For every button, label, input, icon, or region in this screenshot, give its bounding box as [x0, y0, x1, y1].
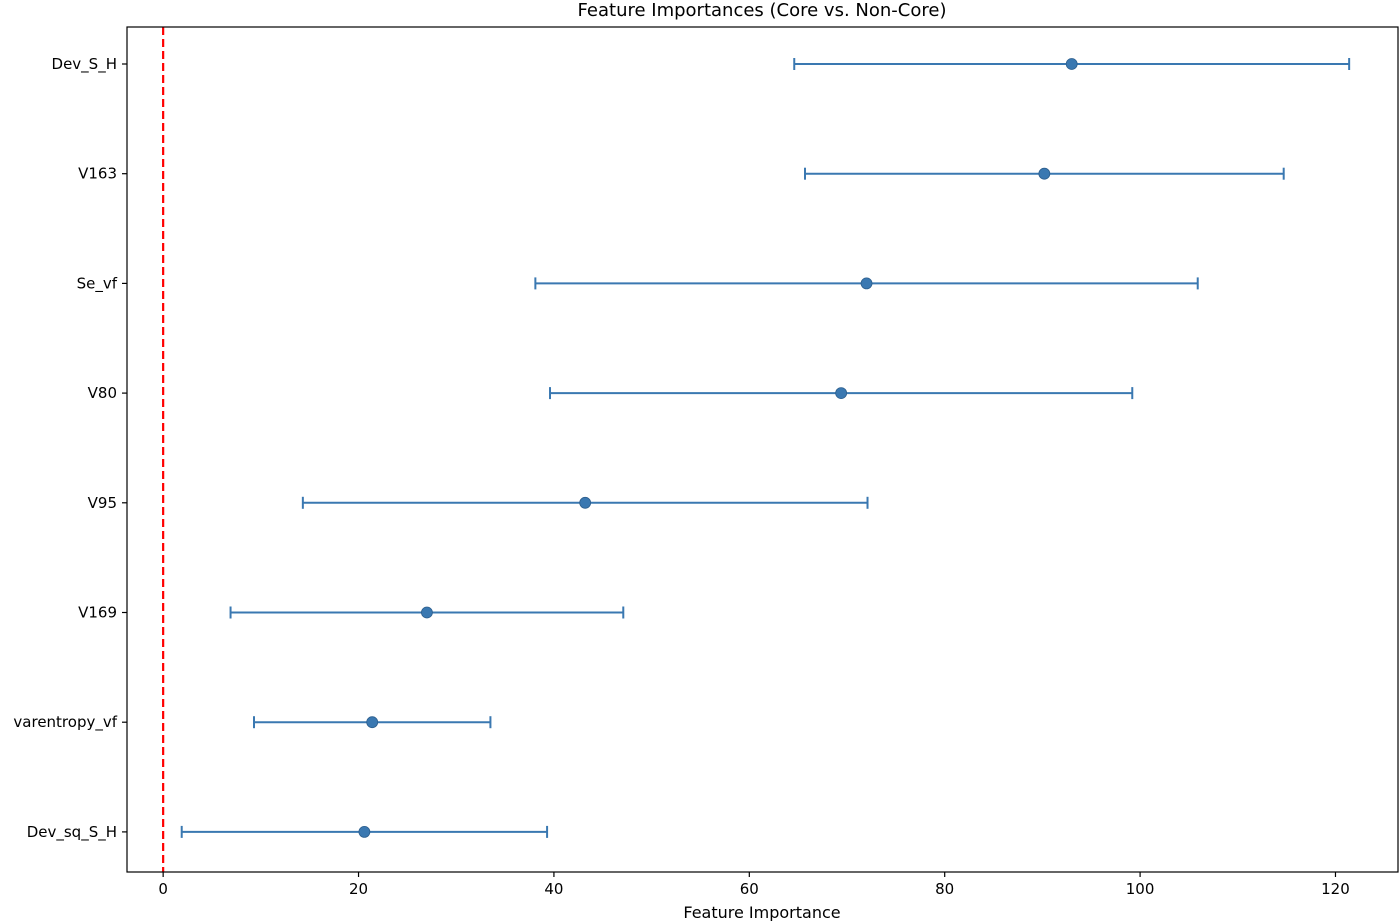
y-tick-label: V95 [88, 494, 117, 512]
y-tick-label: Se_vf [77, 274, 118, 293]
x-tick-label: 20 [349, 880, 368, 898]
point-v169 [421, 606, 433, 619]
x-axis-ticks: 0 20 40 60 80 100 120 [158, 872, 1350, 898]
x-axis-label: Feature Importance [683, 903, 840, 921]
x-tick-label: 100 [1126, 880, 1155, 898]
y-tick-label: V80 [88, 384, 117, 402]
chart-title: Feature Importances (Core vs. Non-Core) [578, 0, 947, 21]
y-tick-label: V169 [78, 604, 117, 622]
y-tick-label: V163 [78, 165, 117, 183]
y-tick-label: varentropy_vf [13, 713, 117, 732]
y-tick-label: Dev_sq_S_H [27, 823, 117, 842]
plot-frame [126, 26, 1399, 873]
errorbar-layer [180, 58, 1351, 838]
point-varentropy-vf [366, 716, 379, 729]
y-axis-ticks: Dev_S_H V163 Se_vf V80 V95 V169 varentropy_vf D… [13, 55, 127, 842]
x-tick-label: 0 [158, 880, 168, 898]
point-layer [358, 58, 1078, 838]
x-tick-label: 40 [544, 880, 563, 898]
point-dev-s-h [1065, 58, 1078, 70]
x-tick-label: 60 [740, 880, 759, 898]
point-v95 [579, 496, 592, 509]
point-se-vf [860, 277, 873, 290]
x-tick-label: 120 [1321, 880, 1350, 898]
point-v80 [835, 387, 848, 400]
y-tick-label: Dev_S_H [52, 55, 117, 74]
point-dev-sq-s-h [358, 826, 371, 838]
point-v163 [1038, 167, 1051, 180]
x-tick-label: 80 [935, 880, 954, 898]
